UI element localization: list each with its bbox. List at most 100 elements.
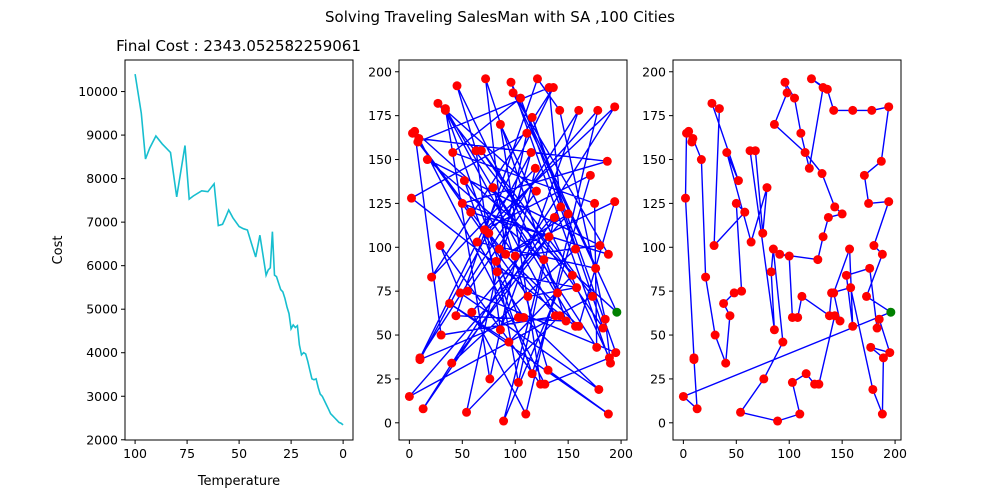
y-tick-label: 0 xyxy=(658,415,666,430)
city-point xyxy=(872,323,882,333)
city-point xyxy=(527,112,537,122)
y-tick-label: 100 xyxy=(368,240,392,255)
city-point xyxy=(707,98,717,108)
city-point xyxy=(440,105,450,115)
y-tick-label: 0 xyxy=(384,415,392,430)
city-point xyxy=(555,105,565,115)
city-point xyxy=(861,291,871,301)
city-point xyxy=(447,358,457,368)
y-tick-label: 25 xyxy=(650,371,666,386)
city-point xyxy=(721,358,731,368)
city-point xyxy=(762,183,772,193)
city-point xyxy=(830,202,840,212)
city-point xyxy=(550,311,560,321)
y-tick-label: 75 xyxy=(376,284,392,299)
city-point xyxy=(709,241,719,251)
initial-route-chart-frame xyxy=(398,59,628,441)
city-point xyxy=(769,119,779,129)
city-point xyxy=(814,379,824,389)
city-point xyxy=(602,156,612,166)
city-point xyxy=(494,244,504,254)
city-point xyxy=(845,244,855,254)
city-point xyxy=(737,286,747,296)
x-tick-label: 200 xyxy=(609,446,633,461)
city-point xyxy=(598,323,608,333)
city-point xyxy=(773,416,783,426)
city-point xyxy=(827,288,837,298)
y-tick-label: 100 xyxy=(642,240,666,255)
city-point xyxy=(435,241,445,251)
city-point xyxy=(510,251,520,261)
city-point xyxy=(611,348,621,358)
y-tick-label: 125 xyxy=(368,196,392,211)
city-point xyxy=(878,353,888,363)
city-point xyxy=(813,255,823,265)
city-point xyxy=(590,198,600,208)
city-point xyxy=(790,93,800,103)
x-tick-label: 150 xyxy=(830,446,854,461)
x-tick-label: 100 xyxy=(123,446,147,461)
city-point xyxy=(605,358,615,368)
y-tick-label: 7000 xyxy=(86,215,118,230)
city-point xyxy=(603,409,613,419)
city-point xyxy=(506,77,516,87)
city-point xyxy=(876,156,886,166)
city-point xyxy=(406,193,416,203)
city-point xyxy=(592,342,602,352)
y-tick-label: 3000 xyxy=(86,389,118,404)
city-point xyxy=(561,316,571,326)
y-tick-label: 75 xyxy=(650,284,666,299)
city-point xyxy=(516,93,526,103)
city-point xyxy=(710,330,720,340)
city-point xyxy=(688,133,698,143)
city-point xyxy=(610,102,620,112)
city-point xyxy=(714,104,724,114)
city-point xyxy=(544,83,554,93)
city-point xyxy=(463,286,473,296)
city-point xyxy=(787,312,797,322)
city-point xyxy=(864,198,874,208)
y-tick-label: 6000 xyxy=(86,258,118,273)
city-point xyxy=(508,88,518,98)
city-point xyxy=(488,183,498,193)
x-tick-label: 0 xyxy=(339,446,347,461)
cost-chart-title: Final Cost : 2343.052582259061 xyxy=(116,37,361,55)
cost-chart-frame xyxy=(124,59,354,441)
city-point xyxy=(574,105,584,115)
city-point xyxy=(485,374,495,384)
city-point xyxy=(563,209,573,219)
city-point xyxy=(725,311,735,321)
city-point xyxy=(696,155,706,165)
city-point xyxy=(859,170,869,180)
city-point xyxy=(800,147,810,157)
city-point xyxy=(495,119,505,129)
city-point xyxy=(801,369,811,379)
city-point xyxy=(768,244,778,254)
city-point xyxy=(778,337,788,347)
city-point xyxy=(466,207,476,217)
y-tick-label: 175 xyxy=(642,108,666,123)
cost-chart-xlabel: Temperature xyxy=(197,474,280,489)
city-point xyxy=(445,298,455,308)
y-tick-label: 125 xyxy=(642,196,666,211)
y-tick-label: 175 xyxy=(368,108,392,123)
city-point xyxy=(593,105,603,115)
x-tick-label: 100 xyxy=(777,446,801,461)
final-route-chart-frame xyxy=(672,59,902,441)
city-point xyxy=(418,404,428,414)
city-point xyxy=(457,198,467,208)
city-point xyxy=(543,365,553,375)
city-point xyxy=(784,251,794,261)
y-tick-label: 200 xyxy=(642,64,666,79)
city-point xyxy=(877,249,887,259)
city-point xyxy=(587,291,597,301)
x-tick-label: 200 xyxy=(883,446,907,461)
city-point xyxy=(472,237,482,247)
city-point xyxy=(780,77,790,87)
city-point xyxy=(595,241,605,251)
city-point xyxy=(513,377,523,387)
city-point xyxy=(841,270,851,280)
city-point xyxy=(866,342,876,352)
city-point xyxy=(746,237,756,247)
